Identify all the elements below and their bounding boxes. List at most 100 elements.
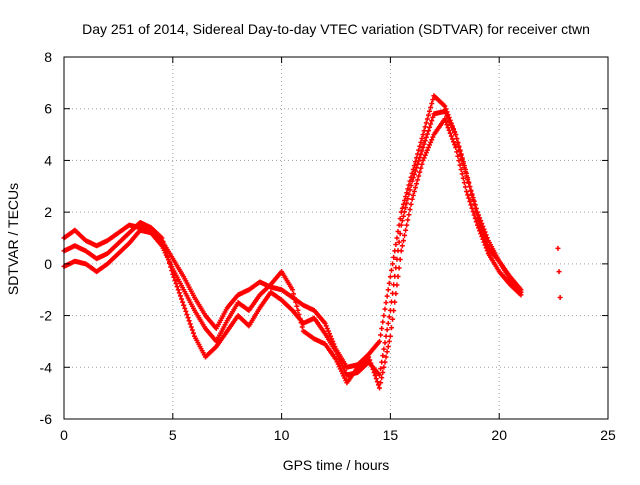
data-point xyxy=(403,204,409,210)
data-point xyxy=(557,294,563,300)
data-point xyxy=(385,344,391,350)
x-tick-label: 25 xyxy=(600,427,616,443)
data-point xyxy=(379,326,385,331)
data-point xyxy=(367,357,373,363)
data-point xyxy=(424,131,430,137)
data-point xyxy=(416,147,422,153)
data-point xyxy=(293,299,299,305)
data-point xyxy=(484,248,490,254)
data-point xyxy=(325,328,331,334)
data-point xyxy=(467,199,473,205)
data-point xyxy=(447,130,453,136)
data-point xyxy=(484,235,490,241)
data-point xyxy=(466,195,472,201)
data-point xyxy=(418,165,424,171)
data-point xyxy=(458,166,464,172)
data-point xyxy=(409,178,415,184)
data-point xyxy=(377,338,383,344)
data-point xyxy=(394,235,400,241)
data-point xyxy=(468,187,474,193)
data-point xyxy=(428,104,434,110)
data-point xyxy=(412,168,418,174)
data-point xyxy=(398,248,404,254)
data-point xyxy=(414,165,420,171)
data-point xyxy=(386,280,392,286)
y-tick-label: -4 xyxy=(40,359,53,375)
data-point xyxy=(381,364,387,370)
data-point xyxy=(385,320,391,326)
data-point xyxy=(482,229,488,235)
data-point xyxy=(400,213,406,219)
data-point xyxy=(397,231,403,237)
data-point xyxy=(427,124,433,130)
y-tick-label: -2 xyxy=(40,308,53,324)
data-point xyxy=(482,242,488,248)
data-point xyxy=(395,274,401,280)
data-point xyxy=(174,284,180,290)
data-point xyxy=(159,235,165,241)
data-point xyxy=(416,158,422,164)
data-point xyxy=(374,379,380,385)
plot-frame xyxy=(63,56,609,420)
data-point xyxy=(427,108,433,114)
x-tick-label: 20 xyxy=(491,427,507,443)
data-point xyxy=(425,128,431,134)
data-point xyxy=(182,305,188,311)
data-point xyxy=(476,225,482,231)
data-point xyxy=(425,112,431,118)
data-point xyxy=(480,223,486,229)
data-point xyxy=(461,165,467,171)
data-point xyxy=(466,180,472,186)
data-point xyxy=(416,173,422,179)
data-point xyxy=(381,313,387,319)
data-point xyxy=(188,324,194,330)
data-point xyxy=(425,145,431,150)
data-point xyxy=(296,312,302,318)
y-tick-label: -6 xyxy=(40,411,53,427)
data-point xyxy=(473,206,479,212)
data-point xyxy=(442,103,448,109)
data-point xyxy=(470,209,476,215)
data-point xyxy=(380,369,386,375)
data-point xyxy=(460,161,466,167)
data-point xyxy=(412,185,418,191)
data-point xyxy=(454,149,460,155)
axis-ticks: 0 5 10 15 20 25 -6 -4 -2 0 2 4 6 8 xyxy=(40,49,616,443)
data-point xyxy=(451,139,457,145)
data-point xyxy=(368,360,374,366)
data-point xyxy=(366,354,372,360)
data-point xyxy=(369,363,375,369)
data-point xyxy=(402,198,408,204)
data-series-4 xyxy=(555,245,563,300)
data-point xyxy=(383,333,389,339)
data-point xyxy=(183,308,189,314)
data-point xyxy=(383,354,389,360)
data-point xyxy=(415,177,421,183)
data-point xyxy=(384,349,390,355)
data-point xyxy=(472,202,478,208)
data-point xyxy=(372,373,378,379)
data-point xyxy=(453,145,459,150)
data-point xyxy=(394,282,400,288)
data-point xyxy=(172,277,178,283)
data-point xyxy=(377,372,383,378)
x-tick-label: 10 xyxy=(274,427,290,443)
data-point xyxy=(406,191,412,197)
data-point xyxy=(322,320,328,326)
data-point xyxy=(382,306,388,312)
data-point xyxy=(449,136,455,142)
data-point xyxy=(393,291,399,297)
x-tick-label: 15 xyxy=(383,427,399,443)
data-point xyxy=(469,191,475,197)
data-point xyxy=(555,245,561,251)
data-point xyxy=(420,132,426,138)
data-point xyxy=(483,232,489,238)
data-point xyxy=(294,303,300,309)
data-point xyxy=(424,147,430,153)
data-point xyxy=(473,219,479,225)
data-point xyxy=(477,228,483,234)
data-point xyxy=(384,293,390,299)
data-point xyxy=(421,155,427,161)
data-point xyxy=(477,215,483,221)
data-point xyxy=(465,192,471,198)
